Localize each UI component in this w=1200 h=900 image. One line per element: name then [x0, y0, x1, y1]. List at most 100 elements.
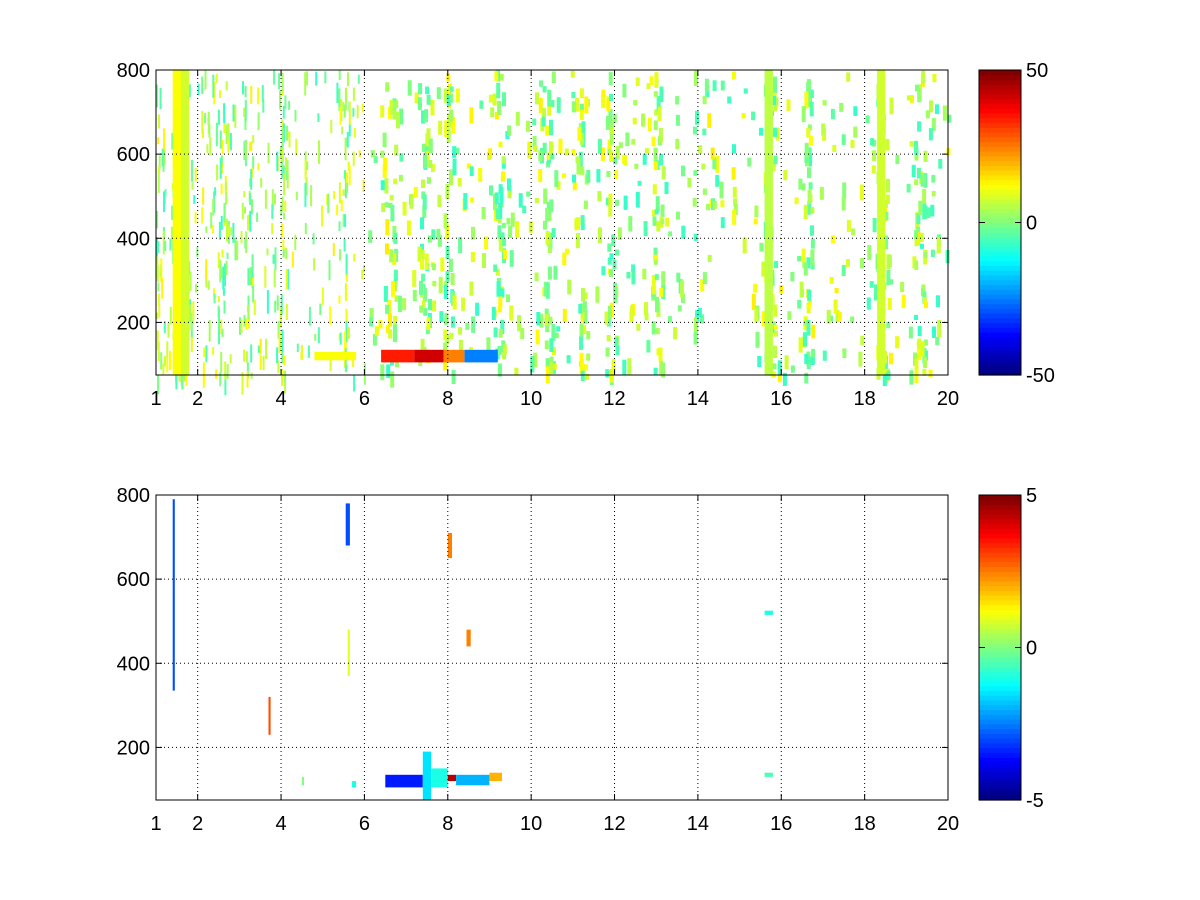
- heatmap-cell: [661, 362, 666, 378]
- colorbar-segment: [979, 509, 1021, 515]
- colorbar-segment: [979, 284, 1021, 290]
- heatmap-cell: [180, 371, 183, 386]
- heatmap-cell: [561, 173, 566, 179]
- colorbar-segment: [979, 595, 1021, 601]
- heatmap-cell: [278, 73, 281, 90]
- heatmap-cell: [421, 143, 426, 152]
- heatmap-cell: [345, 308, 348, 323]
- heatmap-cell: [920, 341, 925, 357]
- colorbar-segment: [979, 274, 1021, 281]
- heatmap-cell: [446, 94, 451, 106]
- colorbar-segment: [979, 255, 1021, 262]
- heatmap-cell: [217, 296, 220, 303]
- heatmap-cell: [428, 138, 433, 154]
- colorbar-segment: [979, 346, 1021, 352]
- heatmap-cell: [502, 344, 507, 355]
- heatmap-cell: [858, 351, 863, 367]
- heatmap-cell: [308, 306, 311, 326]
- heatmap-cell: [497, 225, 502, 239]
- heatmap-cell: [681, 165, 685, 177]
- heatmap-cell: [361, 269, 364, 280]
- colorbar-segment: [979, 495, 1021, 501]
- heatmap-cell: [551, 71, 556, 83]
- heatmap-cell: [421, 110, 425, 124]
- heatmap-cell: [182, 372, 185, 382]
- heatmap-cell: [338, 221, 341, 232]
- heatmap-cell: [886, 269, 891, 286]
- heatmap-cell: [352, 358, 355, 367]
- heatmap-cell: [457, 178, 462, 187]
- colorbar-tick-label: 0: [1026, 213, 1037, 235]
- x-tick-label: 20: [937, 388, 959, 410]
- heatmap-cell: [518, 193, 523, 208]
- heatmap-cell: [548, 316, 553, 325]
- heatmap-cell: [634, 163, 639, 169]
- heatmap-cell: [244, 206, 246, 214]
- heatmap-cell: [777, 360, 782, 375]
- heatmap-cell: [661, 271, 666, 285]
- heatmap-cell: [845, 259, 850, 267]
- heatmap-cell: [248, 214, 251, 224]
- colorbar-segment: [979, 336, 1021, 343]
- colorbar-segment: [979, 633, 1021, 639]
- heatmap-cell: [733, 198, 738, 206]
- heatmap-cell: [889, 97, 894, 115]
- heatmap-cell: [188, 84, 191, 98]
- heatmap-cell: [547, 211, 552, 221]
- colorbar-segment: [979, 652, 1021, 658]
- heatmap-cell: [286, 125, 289, 141]
- heatmap-cell: [914, 229, 919, 239]
- heatmap-cell: [546, 152, 551, 160]
- heatmap-cell: [808, 135, 813, 146]
- heatmap-cell: [220, 319, 223, 335]
- heatmap-cell: [885, 138, 890, 151]
- heatmap-cell: [870, 138, 875, 146]
- heatmap-cell: [654, 109, 659, 116]
- heatmap-cell: [348, 166, 351, 186]
- heatmap-cell: [803, 320, 808, 326]
- x-tick-label: 14: [687, 813, 709, 835]
- heatmap-cell: [315, 71, 318, 86]
- heatmap-cell: [534, 272, 539, 282]
- heatmap-cell: [215, 73, 218, 83]
- heatmap-cell: [157, 169, 160, 193]
- heatmap-cell: [712, 201, 717, 209]
- colorbar-tick-label: 50: [1026, 60, 1048, 82]
- heatmap-cell: [530, 356, 535, 373]
- heatmap-cell: [420, 249, 425, 259]
- heatmap-cell: [596, 169, 601, 183]
- heatmap-cell: [346, 182, 349, 193]
- heatmap-cell: [286, 160, 289, 180]
- x-tick-label: 12: [603, 388, 625, 410]
- heatmap-cell: [162, 230, 165, 255]
- heatmap-cell: [344, 189, 347, 196]
- colorbar-segment: [979, 351, 1021, 357]
- heatmap-cell: [283, 356, 286, 366]
- heatmap-cell: [641, 113, 645, 127]
- colorbar-segment: [979, 370, 1021, 376]
- heatmap-cell: [158, 166, 161, 174]
- heatmap-cell: [296, 343, 299, 353]
- heatmap-cell: [917, 121, 922, 132]
- heatmap-cell: [916, 167, 921, 179]
- heatmap-cell: [317, 113, 320, 123]
- heatmap-cell: [871, 165, 876, 174]
- heatmap-cell: [605, 369, 610, 378]
- heatmap-cell: [319, 303, 322, 315]
- heatmap-cell: [158, 114, 160, 129]
- heatmap-cell: [914, 369, 919, 384]
- heatmap-cell: [456, 774, 490, 786]
- heatmap-cell: [642, 153, 647, 165]
- heatmap-cell: [291, 251, 294, 268]
- heatmap-cell: [157, 137, 160, 145]
- heatmap-cell: [644, 302, 648, 316]
- heatmap-cell: [327, 193, 330, 214]
- y-tick-label: 800: [117, 485, 150, 507]
- heatmap-cell: [445, 184, 450, 199]
- heatmap-cell: [895, 336, 900, 349]
- heatmap-cell: [352, 151, 355, 167]
- heatmap-cell: [444, 312, 449, 325]
- heatmap-cell: [343, 238, 346, 252]
- heatmap-cell: [402, 298, 407, 311]
- heatmap-cell: [388, 202, 393, 209]
